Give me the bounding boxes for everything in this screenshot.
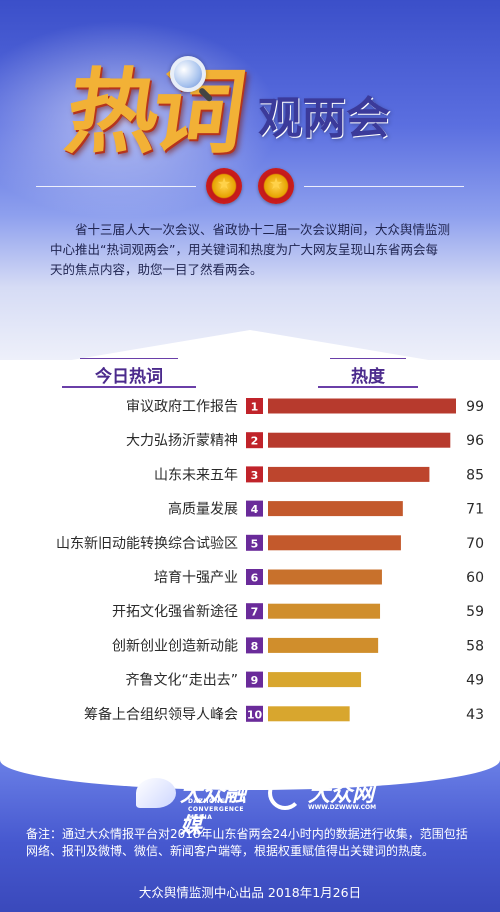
logo1-sub-line1: DAZHONG [188, 798, 226, 805]
rank-number: 4 [251, 503, 259, 516]
logo-row: 大众融媒 DAZHONG CONVERGENCE MEDIA 大众网 WWW.D… [0, 768, 500, 839]
rank-number: 3 [251, 469, 259, 482]
heat-bar [268, 432, 451, 448]
rank-badge [246, 534, 263, 551]
rank-number: 5 [251, 537, 259, 550]
rank-badge [246, 466, 263, 483]
title-hot-words: 热词 [59, 58, 247, 166]
category-label: 山东新旧动能转换综合试验区 [56, 535, 238, 552]
rank-badge [246, 603, 263, 620]
rank-badge [246, 500, 263, 517]
title-watch-sessions: 观两会 [258, 93, 390, 144]
rank-number: 10 [247, 708, 263, 721]
heat-value: 70 [466, 536, 484, 552]
rank-badge [246, 569, 263, 585]
heat-value: 58 [466, 638, 484, 654]
heat-value: 99 [466, 399, 484, 415]
logo2-text: 大众网 [308, 782, 375, 807]
column-word-deco [80, 358, 178, 359]
rank-number: 8 [251, 640, 259, 653]
logo1-subtitle: DAZHONG CONVERGENCE MEDIA [188, 798, 254, 822]
logo1-sub-line2: CONVERGENCE MEDIA [188, 806, 244, 821]
divider-right [304, 186, 464, 187]
divider-left [36, 186, 196, 187]
heat-value: 85 [466, 467, 484, 483]
dazhong-logo-mark-icon [136, 778, 176, 808]
category-label: 培育十强产业 [154, 570, 238, 586]
rank-number: 9 [251, 674, 259, 687]
heat-bar [268, 637, 379, 653]
column-header-words: 今日热词 [95, 367, 163, 387]
logo1-text: 大众融媒 [180, 782, 247, 839]
rank-badge [246, 432, 263, 449]
heat-bar [268, 466, 430, 482]
rank-badge [246, 398, 263, 414]
heat-value: 59 [466, 604, 484, 620]
category-label: 高质量发展 [168, 501, 238, 518]
magnifier-icon [170, 56, 206, 92]
column-heat-underline [318, 386, 418, 388]
rank-badge [246, 705, 263, 722]
rank-number: 7 [251, 606, 259, 619]
heat-bar [268, 672, 362, 688]
category-label: 齐鲁文化“走出去” [125, 673, 238, 689]
heat-bar [268, 569, 382, 585]
heat-value: 96 [466, 433, 484, 449]
dazhong-convergence-media-logo: 大众融媒 DAZHONG CONVERGENCE MEDIA [136, 774, 254, 839]
category-label: 创新创业创造新动能 [112, 638, 238, 654]
rank-number: 1 [251, 401, 259, 414]
heat-bar [268, 535, 401, 551]
category-label: 大力弘扬沂蒙精神 [126, 433, 238, 449]
heat-value: 60 [466, 570, 484, 586]
heat-bar [268, 706, 350, 722]
dzwww-logo-ring-icon [268, 776, 302, 810]
category-label: 审议政府工作报告 [126, 399, 238, 415]
footer-band [0, 760, 500, 912]
footnote: 备注：通过大众情报平台对2018年山东省两会24小时内的数据进行收集，范围包括网… [26, 827, 468, 858]
dzwww-logo: 大众网 WWW.DZWWW.COM [268, 772, 378, 816]
column-heat-deco [330, 358, 406, 359]
logo2-url: WWW.DZWWW.COM [308, 804, 377, 811]
rank-badge [246, 637, 263, 654]
header-banner: 热词 观两会 省十三届人大一次会议、省政协十二届一次会议期间，大众舆情监测中心推… [0, 0, 500, 360]
heat-value: 49 [466, 673, 484, 689]
national-emblem-icon [206, 168, 242, 204]
credit-line: 大众舆情监测中心出品 2018年1月26日 [138, 885, 362, 900]
heat-value: 43 [466, 707, 484, 723]
column-word-underline [62, 386, 196, 388]
category-label: 山东未来五年 [154, 467, 238, 483]
category-label: 筹备上合组织领导人峰会 [84, 706, 238, 723]
rank-number: 6 [251, 572, 259, 585]
heat-bar [268, 603, 381, 619]
cppcc-emblem-icon [258, 168, 294, 204]
rank-number: 2 [251, 435, 259, 448]
heat-bar [268, 398, 456, 414]
heat-bar [268, 501, 403, 517]
heat-value: 71 [466, 502, 484, 518]
rank-badge [246, 671, 263, 688]
category-label: 开拓文化强省新途径 [112, 603, 238, 620]
intro-text: 省十三届人大一次会议、省政协十二届一次会议期间，大众舆情监测中心推出“热词观两会… [50, 222, 451, 277]
column-header-heat: 热度 [351, 367, 385, 387]
